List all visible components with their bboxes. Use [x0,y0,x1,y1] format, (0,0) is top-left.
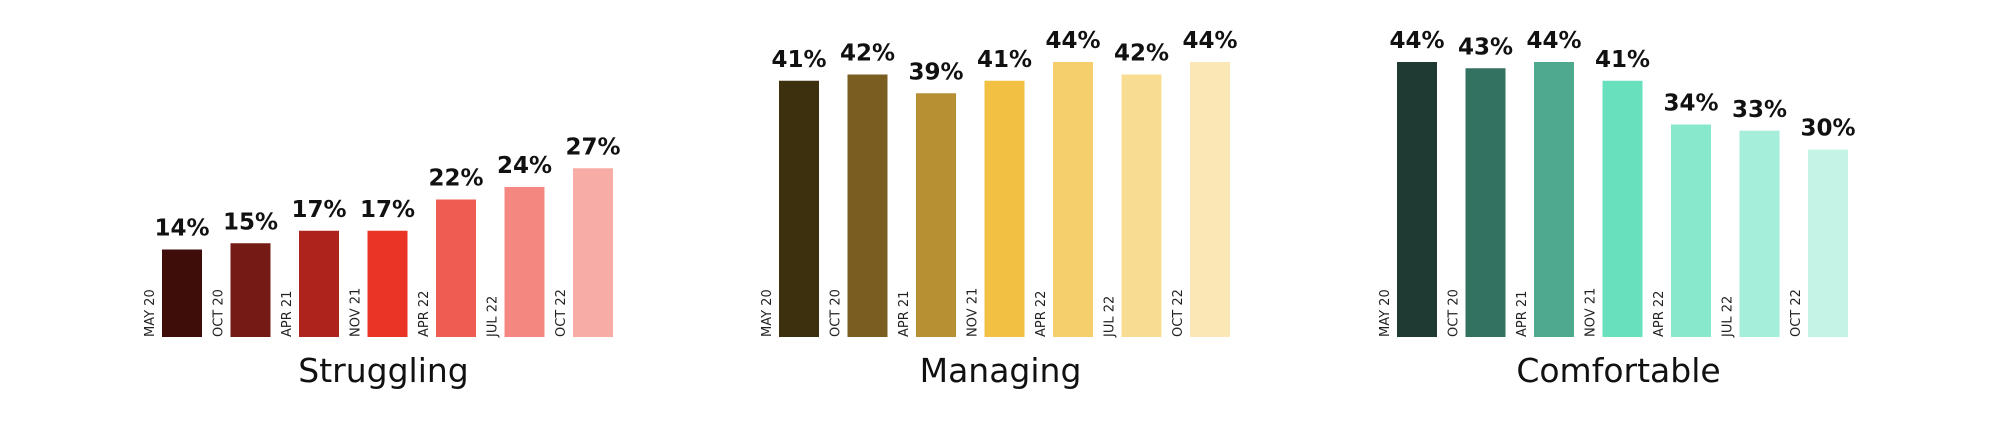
panel-struggling: 14% MAY 20 15% OCT 20 17% APR 21 17% NOV 21 22% A… [143,134,621,390]
bar-struggling-4 [367,230,408,337]
value-label-struggling-4: 17% [360,197,415,223]
category-label-comfortable-4: NOV 21 [1584,288,1599,337]
value-label-struggling-6: 24% [497,153,552,179]
category-label-comfortable-6: JUL 22 [1721,296,1736,338]
value-label-struggling-3: 17% [291,197,346,223]
bar-managing-4 [984,80,1025,337]
bar-struggling-5 [436,199,476,337]
bar-managing-5 [1053,62,1093,337]
bar-managing-1 [779,80,819,337]
category-label-comfortable-7: OCT 22 [1789,289,1804,337]
panel-comfortable: 44% MAY 20 43% OCT 20 44% APR 21 41% NOV 21 34% A… [1378,28,1856,390]
value-label-managing-4: 41% [977,47,1032,73]
bar-managing-3 [916,93,956,337]
bar-comfortable-1 [1397,62,1437,337]
bar-struggling-7 [573,168,613,337]
value-label-comfortable-7: 30% [1800,116,1855,142]
panel-title-managing: Managing [920,351,1082,390]
value-label-comfortable-2: 43% [1458,34,1513,60]
category-label-managing-3: APR 21 [897,291,912,337]
value-label-comfortable-1: 44% [1389,28,1444,54]
category-label-managing-1: MAY 20 [760,289,775,337]
category-label-comfortable-3: APR 21 [1515,291,1530,337]
bar-comfortable-3 [1534,62,1574,337]
value-label-struggling-1: 14% [154,216,209,242]
bar-comfortable-5 [1671,124,1711,337]
bar-managing-6 [1121,74,1162,337]
category-label-managing-2: OCT 20 [829,289,844,337]
value-label-comfortable-5: 34% [1663,91,1718,117]
panel-title-struggling: Struggling [298,351,468,390]
value-label-comfortable-3: 44% [1526,28,1581,54]
value-label-struggling-7: 27% [565,134,620,160]
value-label-comfortable-6: 33% [1732,97,1787,123]
category-label-struggling-4: NOV 21 [349,288,364,337]
bar-comfortable-4 [1602,80,1643,337]
bar-struggling-3 [299,230,339,337]
bar-struggling-1 [162,249,202,337]
bar-comfortable-2 [1465,68,1506,337]
value-label-managing-1: 41% [771,47,826,73]
category-label-struggling-7: OCT 22 [554,289,569,337]
panel-title-comfortable: Comfortable [1516,351,1720,390]
category-label-comfortable-5: APR 22 [1652,291,1667,337]
bar-struggling-2 [230,243,271,337]
value-label-managing-2: 42% [840,41,895,67]
bar-comfortable-6 [1739,130,1780,337]
category-label-comfortable-1: MAY 20 [1378,289,1393,337]
category-label-comfortable-2: OCT 20 [1447,289,1462,337]
value-label-managing-3: 39% [908,59,963,85]
bar-struggling-6 [504,187,545,337]
value-label-managing-7: 44% [1182,28,1237,54]
bar-managing-2 [847,74,888,337]
category-label-managing-4: NOV 21 [966,288,981,337]
category-label-struggling-1: MAY 20 [143,289,158,337]
category-label-struggling-5: APR 22 [417,291,432,337]
value-label-managing-5: 44% [1045,28,1100,54]
category-label-managing-5: APR 22 [1034,291,1049,337]
bar-managing-7 [1190,62,1230,337]
category-label-managing-6: JUL 22 [1103,296,1118,338]
value-label-managing-6: 42% [1114,41,1169,67]
category-label-struggling-3: APR 21 [280,291,295,337]
category-label-struggling-6: JUL 22 [486,296,501,338]
panel-managing: 41% MAY 20 42% OCT 20 39% APR 21 41% NOV 21 44% A… [760,28,1238,390]
value-label-struggling-2: 15% [223,209,278,235]
value-label-comfortable-4: 41% [1595,47,1650,73]
category-label-managing-7: OCT 22 [1171,289,1186,337]
bar-comfortable-7 [1808,149,1848,337]
category-label-struggling-2: OCT 20 [212,289,227,337]
value-label-struggling-5: 22% [428,166,483,192]
